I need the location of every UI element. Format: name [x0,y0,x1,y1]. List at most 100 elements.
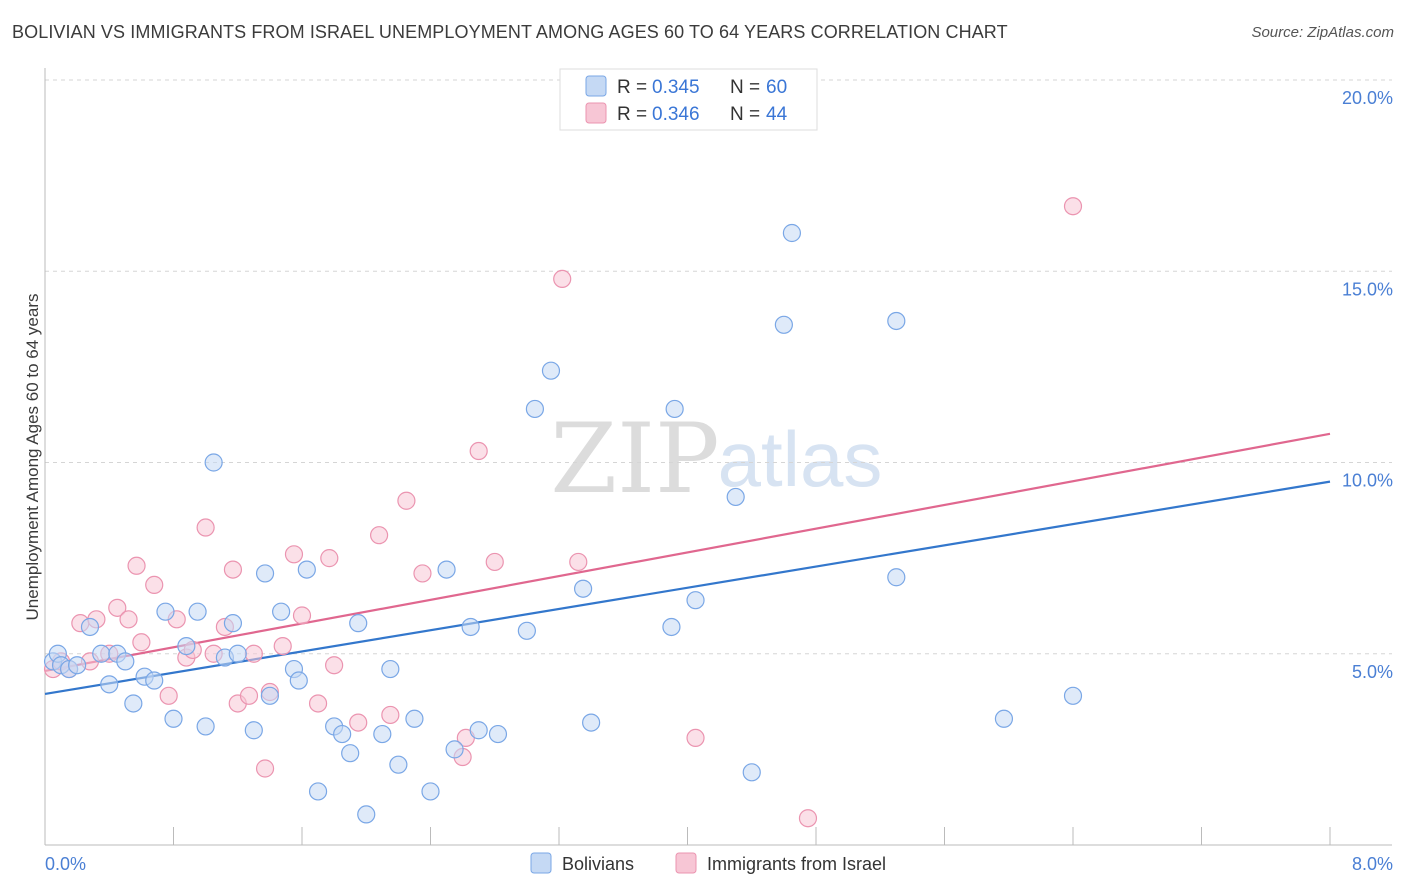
point-bolivians [662,617,681,637]
x-tick-label-max: 8.0% [1352,854,1393,874]
point-bolivians [742,763,761,782]
stats-swatch-israel [585,102,607,124]
x-tick-label-min: 0.0% [45,854,86,874]
point-bolivians [517,621,536,640]
point-bolivians [156,602,175,621]
point-israel [381,705,400,725]
point-israel [370,526,389,545]
point-bolivians [525,399,545,419]
point-israel [397,491,416,510]
point-bolivians [541,361,561,380]
point-bolivians [145,671,164,690]
point-israel [108,598,127,617]
point-bolivians [188,602,207,621]
point-bolivians [196,717,215,736]
point-israel [292,606,312,625]
tick-labels: 5.0% 10.0% 15.0% 20.0% 0.0% 8.0% [45,88,1393,874]
y-tick-label: 15.0% [1342,279,1393,299]
point-israel [308,694,328,713]
point-israel [686,728,705,748]
point-israel [349,713,368,732]
stats-n-label-bolivians: N = [730,77,760,98]
point-israel [469,441,488,461]
point-bolivians [782,223,802,243]
point-bolivians [1063,686,1083,705]
point-bolivians [469,721,488,740]
stats-n-bolivians: 60 [766,77,787,98]
point-israel [798,809,818,828]
point-israel [1063,197,1083,216]
point-bolivians [80,617,100,637]
point-israel [325,656,344,675]
point-israel [127,556,146,575]
point-israel [320,549,339,568]
chart-title: BOLIVIAN VS IMMIGRANTS FROM ISRAEL UNEMP… [12,22,1008,42]
point-bolivians [686,591,705,610]
point-israel [119,610,138,629]
point-bolivians [164,709,183,728]
point-israel [413,564,432,583]
point-bolivians [573,579,593,598]
point-israel [273,636,292,656]
point-israel [132,633,151,652]
point-israel [145,575,164,595]
point-bolivians [223,614,243,633]
point-israel [553,269,572,288]
point-bolivians [582,713,601,732]
legend-swatch-israel [675,852,697,874]
point-israel [284,545,304,564]
y-tick-label: 10.0% [1342,471,1393,491]
stats-n-israel: 44 [766,104,788,125]
point-bolivians [116,652,135,671]
point-bolivians [333,724,352,744]
trend-line-israel [44,432,1331,673]
point-bolivians [373,724,392,744]
point-bolivians [228,644,247,663]
point-israel [196,518,215,537]
y-tick-label: 5.0% [1352,662,1393,682]
point-israel [223,560,243,579]
gridlines [45,79,1392,655]
point-bolivians [100,675,119,694]
point-israel [159,686,178,705]
point-bolivians [357,805,376,824]
legend-label-israel: Immigrants from Israel [707,854,886,874]
point-bolivians [887,568,906,587]
point-bolivians [887,311,906,331]
point-bolivians [308,782,328,801]
point-bolivians [272,602,291,621]
point-bolivians [177,636,196,656]
axes [44,68,1392,846]
point-bolivians [437,560,456,579]
point-bolivians [461,617,480,637]
point-bolivians [381,659,400,679]
point-bolivians [297,560,316,579]
legend-label-bolivians: Bolivians [562,854,634,874]
point-bolivians [341,744,360,763]
point-israel [569,552,588,572]
point-bolivians [68,656,87,675]
point-bolivians [405,709,424,728]
y-tick-label: 20.0% [1342,88,1393,108]
legend-swatch-bolivians [530,852,552,874]
point-bolivians [726,487,745,507]
point-bolivians [445,740,464,759]
point-bolivians [260,686,279,705]
point-bolivians [665,399,684,419]
stats-r-bolivians: 0.345 [652,77,700,98]
point-israel [244,644,263,663]
stats-n-label-israel: N = [730,104,760,125]
stats-r-label-bolivians: R = [617,77,647,98]
point-bolivians [244,721,263,740]
point-bolivians [774,315,793,334]
stats-r-label-israel: R = [617,104,647,125]
stats-r-israel: 0.346 [652,104,700,125]
watermark-zip: ZIP [550,403,719,515]
stats-legend: R = 0.345 N = 60 R = 0.346 N = 44 [559,68,818,131]
point-bolivians [389,755,408,774]
point-bolivians [92,644,111,663]
point-bolivians [255,564,275,583]
point-bolivians [421,782,440,801]
point-israel [255,759,275,778]
